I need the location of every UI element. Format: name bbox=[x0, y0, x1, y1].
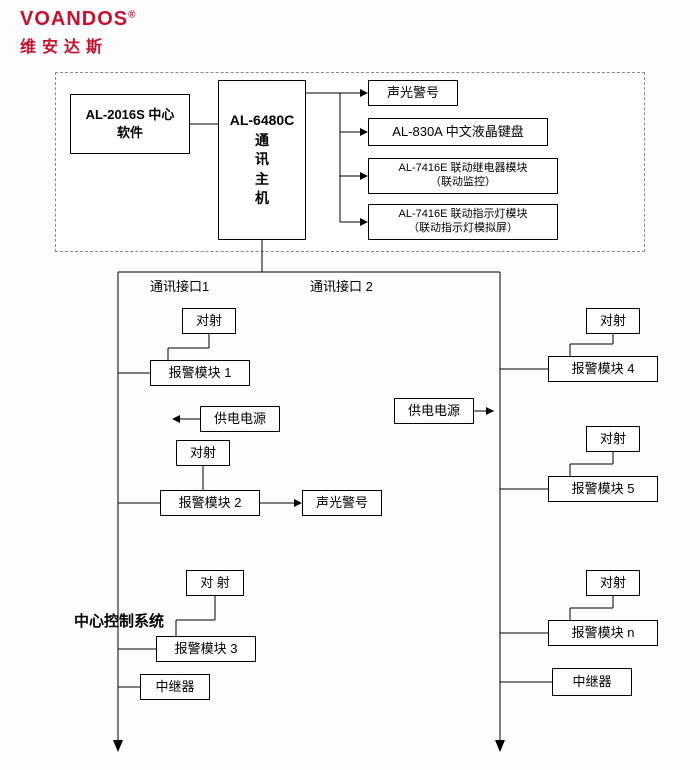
right-repeater: 中继器 bbox=[552, 668, 632, 696]
left-module-2: 报警模块 2 bbox=[160, 490, 260, 516]
right-module-n: 报警模块 n bbox=[548, 620, 658, 646]
iface2-label: 通讯接口 2 bbox=[310, 276, 373, 295]
right-beam-5: 对射 bbox=[586, 426, 640, 452]
left-sound-alarm: 声光警号 bbox=[302, 490, 382, 516]
center-control-overlay-label: 中心控制系统 bbox=[74, 610, 164, 631]
left-module-3: 报警模块 3 bbox=[156, 636, 256, 662]
left-module-1: 报警模块 1 bbox=[150, 360, 250, 386]
relay-module-box: AL-7416E 联动继电器模块 （联动监控） bbox=[368, 158, 558, 194]
left-beam-2: 对射 bbox=[176, 440, 230, 466]
host-box: AL-6480C 通 讯 主 机 bbox=[218, 80, 306, 240]
right-module-5: 报警模块 5 bbox=[548, 476, 658, 502]
brand-name: VOANDOS bbox=[20, 8, 128, 30]
iface1-label: 通讯接口1 bbox=[150, 276, 209, 295]
right-beam-6: 对射 bbox=[586, 570, 640, 596]
right-module-4: 报警模块 4 bbox=[548, 356, 658, 382]
left-beam-3: 对 射 bbox=[186, 570, 244, 596]
led-module-box: AL-7416E 联动指示灯模块 （联动指示灯模拟屏） bbox=[368, 204, 558, 240]
keypad-box: AL-830A 中文液晶键盘 bbox=[368, 118, 548, 146]
right-beam-4: 对射 bbox=[586, 308, 640, 334]
left-repeater: 中继器 bbox=[140, 674, 210, 700]
brand-logo: VOANDOS® 维安达斯 bbox=[20, 8, 137, 57]
left-beam-1: 对射 bbox=[182, 308, 236, 334]
right-power: 供电电源 bbox=[394, 398, 474, 424]
brand-reg: ® bbox=[128, 9, 136, 20]
sound-light-alarm-box: 声光警号 bbox=[368, 80, 458, 106]
left-power: 供电电源 bbox=[200, 406, 280, 432]
brand-sub: 维安达斯 bbox=[20, 33, 137, 57]
software-box: AL-2016S 中心 软件 bbox=[70, 94, 190, 154]
